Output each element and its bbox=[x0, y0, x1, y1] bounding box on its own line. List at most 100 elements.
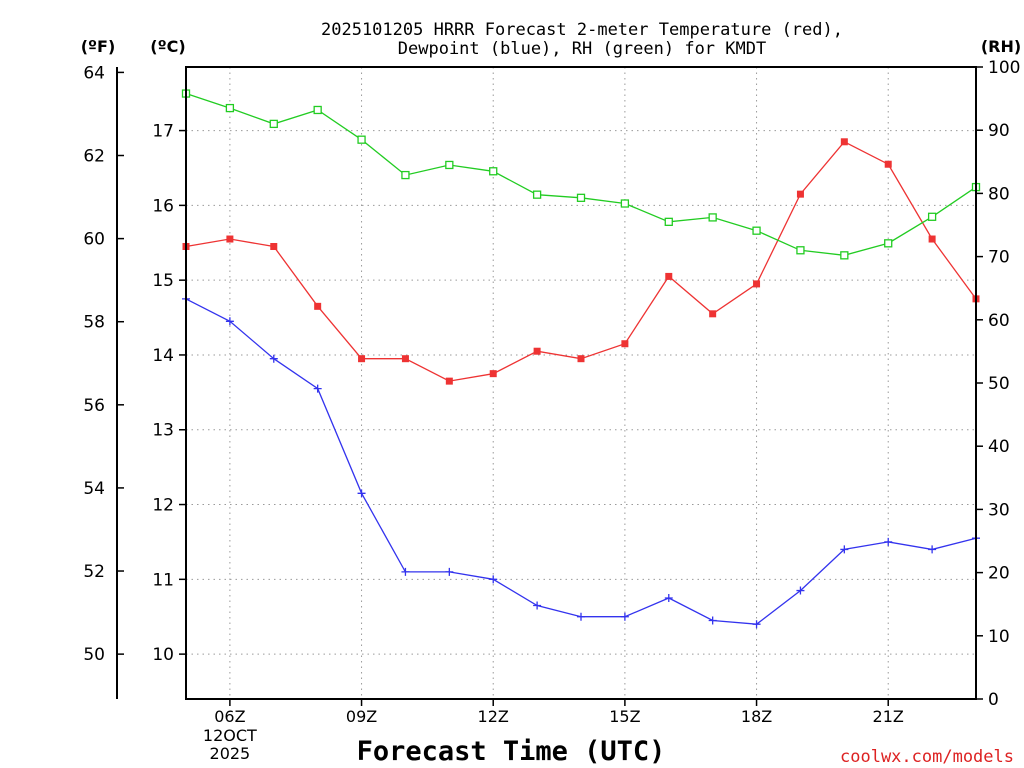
temperature-point bbox=[753, 280, 761, 288]
dewpoint-point bbox=[796, 586, 805, 595]
x-axis-label: Forecast Time (UTC) bbox=[357, 736, 666, 767]
temperature-point bbox=[884, 160, 892, 168]
rh-tick-label: 100 bbox=[988, 58, 1020, 78]
temperature-point bbox=[314, 302, 322, 310]
rh-unit-label: (RH) bbox=[981, 37, 1021, 56]
fahrenheit-tick-label: 52 bbox=[83, 562, 105, 582]
dewpoint-point bbox=[928, 545, 937, 554]
dewpoint-point bbox=[664, 594, 673, 603]
temperature-point bbox=[489, 370, 497, 378]
chart-title-line-1: 2025101205 HRRR Forecast 2-meter Tempera… bbox=[321, 20, 843, 40]
celsius-tick-label: 14 bbox=[152, 346, 174, 366]
fahrenheit-tick-label: 64 bbox=[83, 63, 105, 83]
dewpoint-point bbox=[401, 567, 410, 576]
rh-point bbox=[620, 199, 630, 208]
temperature-point bbox=[226, 235, 234, 243]
temperature-point bbox=[577, 355, 585, 363]
x-tick-label: 18Z bbox=[741, 707, 772, 726]
dewpoint-point bbox=[708, 616, 717, 625]
temperature-point bbox=[709, 310, 717, 318]
celsius-tick-label: 11 bbox=[152, 570, 174, 590]
dewpoint-line bbox=[185, 298, 977, 625]
dewpoint-point bbox=[225, 317, 234, 326]
rh-point bbox=[269, 119, 278, 129]
x-tick-label: 12Z bbox=[478, 707, 509, 726]
rh-tick-label: 60 bbox=[988, 311, 1010, 331]
dewpoint-point bbox=[313, 384, 322, 393]
temperature-line bbox=[185, 140, 977, 382]
fahrenheit-tick-label: 62 bbox=[83, 147, 105, 167]
rh-point bbox=[927, 212, 937, 221]
dewpoint-point bbox=[752, 620, 761, 629]
temperature-point bbox=[445, 377, 453, 385]
celsius-tick-label: 16 bbox=[152, 196, 174, 216]
x-tick-label: 06Z bbox=[214, 707, 245, 726]
rh-point bbox=[840, 251, 849, 260]
dewpoint-point bbox=[357, 489, 366, 498]
rh-tick-label: 30 bbox=[988, 500, 1010, 520]
x-tick-sublabel: 12OCT bbox=[203, 726, 257, 745]
rh-tick-label: 90 bbox=[988, 121, 1010, 141]
rh-tick-label: 10 bbox=[988, 627, 1010, 647]
x-tick-sublabel: 2025 bbox=[210, 744, 251, 763]
rh-tick-label: 50 bbox=[988, 374, 1010, 394]
series-dewpoint bbox=[182, 294, 980, 629]
temperature-point bbox=[840, 138, 848, 146]
watermark: coolwx.com/models bbox=[840, 747, 1014, 767]
gridlines bbox=[186, 67, 976, 699]
rh-point bbox=[796, 246, 805, 255]
fahrenheit-unit-label: (ºF) bbox=[81, 37, 116, 56]
rh-tick-label: 40 bbox=[988, 437, 1010, 457]
temperature-point bbox=[401, 355, 409, 363]
series-layer bbox=[181, 89, 981, 629]
dewpoint-point bbox=[620, 612, 629, 621]
fahrenheit-tick-label: 50 bbox=[83, 645, 105, 665]
rh-tick-label: 20 bbox=[988, 564, 1010, 584]
dewpoint-point bbox=[577, 612, 585, 621]
series-temperature bbox=[182, 138, 980, 385]
dewpoint-point bbox=[840, 545, 849, 554]
rh-point bbox=[532, 190, 542, 199]
rh-line bbox=[185, 92, 977, 256]
x-tick-label: 09Z bbox=[346, 707, 377, 726]
celsius-tick-label: 15 bbox=[152, 271, 174, 291]
series-rh bbox=[181, 89, 981, 260]
rh-point bbox=[708, 213, 717, 222]
x-tick-label: 15Z bbox=[609, 707, 640, 726]
celsius-tick-label: 13 bbox=[152, 421, 174, 441]
fahrenheit-tick-label: 58 bbox=[83, 313, 105, 333]
fahrenheit-tick-label: 56 bbox=[83, 396, 105, 416]
temperature-point bbox=[665, 272, 673, 280]
rh-point bbox=[313, 105, 322, 115]
x-tick-label: 21Z bbox=[873, 707, 904, 726]
rh-point bbox=[401, 170, 410, 180]
rh-point bbox=[357, 135, 366, 144]
rh-point bbox=[884, 239, 893, 248]
dewpoint-point bbox=[884, 537, 893, 546]
fahrenheit-tick-label: 60 bbox=[83, 230, 105, 250]
celsius-tick-label: 12 bbox=[152, 496, 174, 516]
rh-point bbox=[225, 103, 235, 113]
temperature-point bbox=[621, 340, 629, 348]
rh-point bbox=[664, 217, 673, 226]
rh-tick-label: 70 bbox=[988, 248, 1010, 268]
temperature-point bbox=[928, 235, 936, 243]
dewpoint-point bbox=[489, 575, 498, 584]
celsius-unit-label: (ºC) bbox=[150, 37, 185, 56]
temperature-point bbox=[796, 190, 804, 198]
celsius-tick-label: 10 bbox=[152, 645, 174, 665]
rh-tick-label: 80 bbox=[988, 184, 1010, 204]
temperature-point bbox=[358, 355, 366, 363]
rh-tick-label: 0 bbox=[988, 690, 999, 710]
rh-point bbox=[576, 193, 586, 202]
temperature-point bbox=[270, 243, 278, 251]
fahrenheit-tick-label: 54 bbox=[83, 479, 105, 499]
dewpoint-point bbox=[269, 354, 278, 363]
plot-frame bbox=[185, 66, 977, 700]
rh-point bbox=[445, 160, 454, 170]
rh-point bbox=[752, 226, 761, 235]
temperature-point bbox=[533, 347, 541, 355]
dewpoint-point bbox=[445, 567, 454, 576]
